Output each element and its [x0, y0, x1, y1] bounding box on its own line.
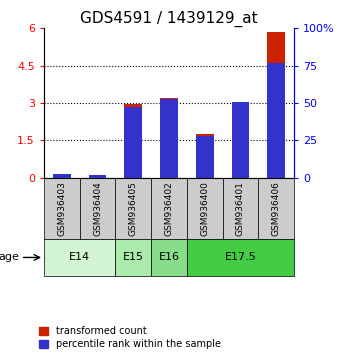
Bar [196, 136, 214, 178]
Bar [267, 63, 285, 178]
Text: GSM936402: GSM936402 [165, 181, 173, 236]
Text: GSM936400: GSM936400 [200, 181, 209, 236]
Bar [53, 174, 71, 178]
Bar [232, 102, 249, 178]
Legend: transformed count, percentile rank within the sample: transformed count, percentile rank withi… [39, 326, 221, 349]
Title: GDS4591 / 1439129_at: GDS4591 / 1439129_at [80, 11, 258, 27]
Bar [124, 108, 142, 178]
Text: E15: E15 [123, 252, 144, 262]
Text: GSM936403: GSM936403 [57, 181, 66, 236]
Bar [267, 32, 285, 178]
Bar [232, 102, 249, 178]
Text: GSM936406: GSM936406 [272, 181, 281, 236]
Bar [151, 239, 187, 276]
Bar [124, 104, 142, 178]
Bar [160, 98, 178, 178]
Text: GSM936404: GSM936404 [93, 181, 102, 236]
Bar [151, 178, 187, 239]
Bar [53, 175, 71, 178]
Bar [223, 178, 258, 239]
Bar [160, 98, 178, 178]
Bar [187, 239, 294, 276]
Bar [44, 239, 115, 276]
Bar [89, 176, 106, 178]
Text: E14: E14 [69, 252, 90, 262]
Text: age: age [0, 252, 20, 262]
Bar [115, 178, 151, 239]
Bar [80, 178, 115, 239]
Bar [187, 178, 223, 239]
Text: E17.5: E17.5 [224, 252, 256, 262]
Bar [196, 134, 214, 178]
Bar [44, 178, 80, 239]
Bar [258, 178, 294, 239]
Bar [115, 239, 151, 276]
Bar [89, 176, 106, 178]
Text: GSM936401: GSM936401 [236, 181, 245, 236]
Text: GSM936405: GSM936405 [129, 181, 138, 236]
Text: E16: E16 [159, 252, 179, 262]
